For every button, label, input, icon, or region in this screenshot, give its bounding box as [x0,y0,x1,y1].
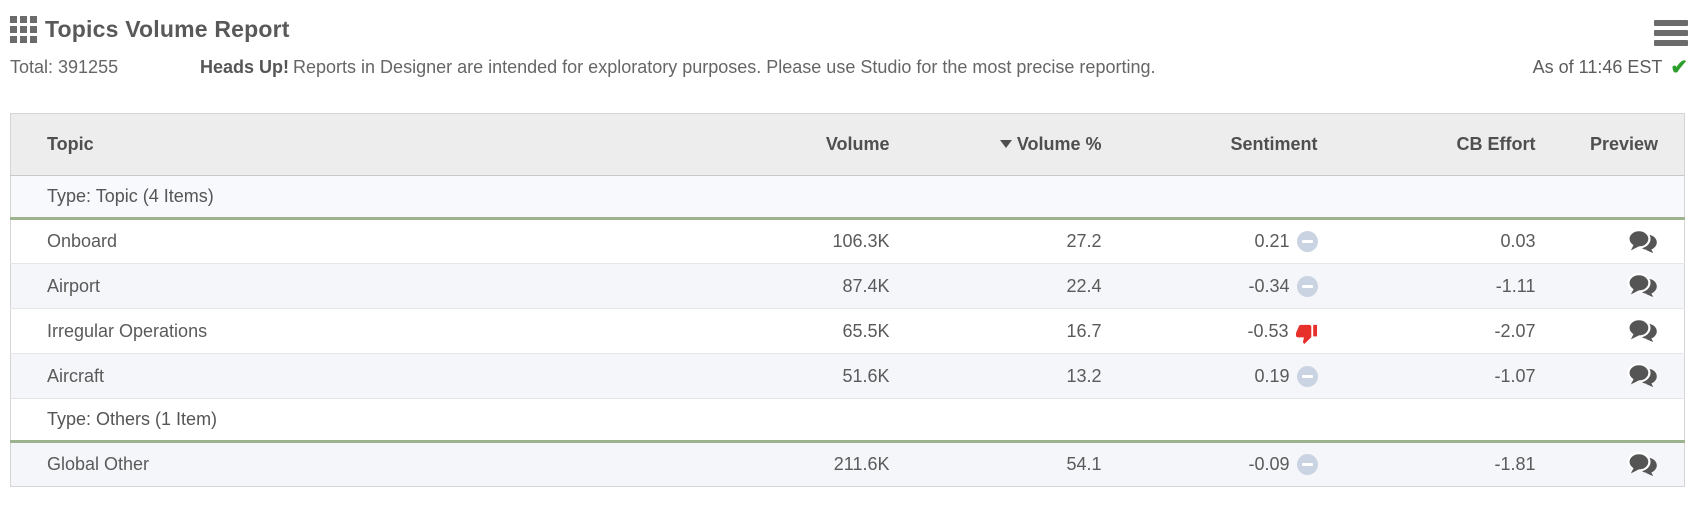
comments-icon[interactable] [1627,228,1658,254]
volume-cell: 106.3K [755,218,896,264]
page-title: Topics Volume Report [45,16,290,42]
cb-effort-cell: -1.11 [1323,263,1542,309]
table-row[interactable]: Global Other 211.6K 54.1 -0.09 -1.81 [10,441,1685,487]
sentiment-value: 0.19 [1254,365,1290,386]
volume-pct-cell: 22.4 [895,263,1108,309]
notice-text: Reports in Designer are intended for exp… [293,57,1156,77]
cb-effort-cell: -2.07 [1323,308,1542,354]
cb-effort-cell: -1.81 [1323,441,1542,487]
cb-effort-cell: 0.03 [1323,218,1542,264]
column-header-volume[interactable]: Volume [755,113,896,176]
sentiment-cell: -0.34 [1107,263,1324,309]
volume-cell: 51.6K [755,353,896,399]
volume-pct-cell: 16.7 [895,308,1108,354]
group-label: Type: Topic (4 Items) [10,175,1685,220]
neutral-sentiment-icon [1296,231,1318,252]
group-label: Type: Others (1 Item) [10,398,1685,443]
sentiment-value: -0.09 [1248,454,1290,474]
cb-effort-cell: -1.07 [1323,353,1542,399]
table-row[interactable]: Aircraft 51.6K 13.2 0.19 -1.07 [10,353,1685,399]
table-row[interactable]: Irregular Operations 65.5K 16.7 -0.53 -2.07 [10,308,1685,354]
sentiment-cell: -0.53 [1107,308,1324,354]
comments-icon[interactable] [1627,451,1658,477]
sentiment-cell: 0.19 [1107,353,1324,399]
sentiment-value: -0.53 [1247,320,1289,341]
as-of-timestamp: As of 11:46 EST ✔ [1532,56,1688,79]
topic-cell: Irregular Operations [10,308,756,354]
neutral-sentiment-icon [1296,454,1318,475]
column-header-topic[interactable]: Topic [10,113,756,176]
sentiment-cell: -0.09 [1107,441,1324,487]
menu-icon[interactable] [1654,20,1688,50]
volume-pct-cell: 13.2 [895,353,1108,399]
volume-pct-cell: 27.2 [895,218,1108,264]
sort-descending-icon [999,140,1012,149]
report-header: Topics Volume Report Total: 391255 Heads… [0,0,1700,113]
grid-icon [10,16,37,43]
topic-cell: Onboard [10,218,756,264]
check-icon: ✔ [1670,56,1688,79]
comments-icon[interactable] [1627,363,1658,388]
column-header-cb-effort[interactable]: CB Effort [1323,113,1542,176]
table-row[interactable]: Onboard 106.3K 27.2 0.21 0.03 [10,218,1685,264]
table-header-row: Topic Volume Volume % Sentiment CB Effor… [10,113,1685,176]
preview-cell [1541,353,1685,399]
topic-cell: Airport [10,263,756,309]
volume-pct-cell: 54.1 [895,441,1108,487]
volume-cell: 211.6K [755,441,896,487]
comments-icon[interactable] [1627,273,1658,298]
comments-icon[interactable] [1627,318,1658,343]
sentiment-cell: 0.21 [1107,218,1324,264]
volume-cell: 87.4K [755,263,896,309]
notice-bold: Heads Up! [200,57,290,77]
preview-cell [1541,218,1685,264]
preview-cell [1541,263,1685,309]
sentiment-value: -0.34 [1248,275,1290,296]
table-row[interactable]: Airport 87.4K 22.4 -0.34 -1.11 [10,263,1685,309]
preview-cell [1541,308,1685,354]
notice-message: Heads Up! Reports in Designer are intende… [200,57,1533,78]
topics-volume-table: Topic Volume Volume % Sentiment CB Effor… [10,113,1685,487]
column-header-sentiment[interactable]: Sentiment [1107,113,1324,176]
thumbs-down-icon [1295,324,1317,344]
total-count: Total: 391255 [10,57,119,77]
column-header-volume-pct[interactable]: Volume % [895,113,1108,176]
topic-cell: Global Other [10,441,756,487]
neutral-sentiment-icon [1296,275,1318,297]
column-header-preview[interactable]: Preview [1541,113,1685,176]
neutral-sentiment-icon [1296,365,1318,387]
topic-cell: Aircraft [10,353,756,399]
preview-cell [1541,441,1685,487]
volume-cell: 65.5K [755,308,896,354]
group-header-row: Type: Topic (4 Items) [10,175,1685,220]
group-header-row: Type: Others (1 Item) [10,398,1685,443]
sentiment-value: 0.21 [1254,231,1290,251]
